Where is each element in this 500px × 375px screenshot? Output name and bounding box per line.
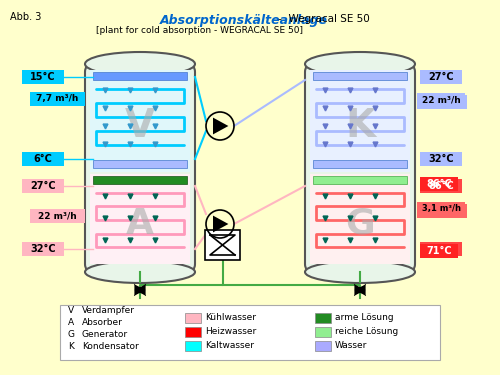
FancyBboxPatch shape [93, 160, 187, 168]
Text: Heizwasser: Heizwasser [205, 327, 256, 336]
FancyBboxPatch shape [185, 313, 201, 323]
Text: [plant for cold absorption - WEGRACAL SE 50]: [plant for cold absorption - WEGRACAL SE… [96, 26, 304, 35]
Text: V: V [125, 107, 155, 145]
Text: K: K [68, 342, 74, 351]
Text: Kühlwasser: Kühlwasser [205, 314, 256, 322]
Text: 86°C: 86°C [428, 181, 454, 191]
FancyBboxPatch shape [420, 242, 462, 256]
Text: 32°C: 32°C [428, 154, 454, 164]
Ellipse shape [85, 261, 195, 283]
Text: V: V [68, 306, 74, 315]
Text: 71°C: 71°C [428, 244, 454, 254]
FancyBboxPatch shape [30, 92, 85, 106]
FancyBboxPatch shape [22, 70, 64, 84]
FancyBboxPatch shape [22, 179, 64, 193]
FancyBboxPatch shape [185, 341, 201, 351]
Polygon shape [134, 284, 145, 296]
Text: 3,1 m³/h: 3,1 m³/h [422, 204, 461, 213]
FancyBboxPatch shape [22, 152, 64, 166]
FancyBboxPatch shape [185, 327, 201, 337]
Text: G: G [345, 207, 375, 241]
Text: 86°C: 86°C [428, 181, 454, 191]
Text: K: K [345, 107, 375, 145]
FancyBboxPatch shape [417, 93, 465, 107]
FancyBboxPatch shape [315, 341, 331, 351]
FancyBboxPatch shape [417, 204, 467, 218]
Text: Wasser: Wasser [335, 342, 368, 351]
FancyBboxPatch shape [310, 174, 410, 264]
FancyBboxPatch shape [420, 152, 462, 166]
Polygon shape [213, 216, 228, 232]
FancyBboxPatch shape [417, 95, 467, 109]
Polygon shape [213, 118, 228, 134]
FancyBboxPatch shape [420, 244, 458, 258]
Text: 22 m³/h: 22 m³/h [422, 98, 462, 106]
FancyBboxPatch shape [313, 160, 407, 168]
Polygon shape [354, 284, 366, 296]
Text: 27°C: 27°C [30, 181, 56, 191]
Text: Abb. 3: Abb. 3 [10, 12, 42, 22]
FancyBboxPatch shape [93, 176, 187, 184]
Text: 27°C: 27°C [428, 72, 454, 82]
Text: Generator: Generator [82, 330, 128, 339]
Ellipse shape [85, 52, 195, 76]
Text: 6°C: 6°C [34, 154, 52, 164]
Text: G: G [68, 330, 75, 339]
FancyBboxPatch shape [30, 209, 85, 223]
FancyBboxPatch shape [420, 177, 458, 191]
FancyBboxPatch shape [310, 70, 410, 172]
Text: reiche Lösung: reiche Lösung [335, 327, 398, 336]
Polygon shape [354, 284, 366, 296]
FancyBboxPatch shape [417, 202, 465, 216]
Text: arme Lösung: arme Lösung [335, 314, 394, 322]
Text: 7,7 m³/h: 7,7 m³/h [36, 94, 78, 104]
FancyBboxPatch shape [305, 64, 415, 272]
Ellipse shape [305, 52, 415, 76]
FancyBboxPatch shape [90, 174, 190, 264]
FancyBboxPatch shape [85, 64, 195, 272]
Text: 32°C: 32°C [30, 244, 56, 254]
Text: 3,1 m³/h: 3,1 m³/h [422, 207, 462, 216]
Ellipse shape [305, 261, 415, 283]
Text: A: A [126, 207, 154, 241]
Text: Absorptionskälteanlage: Absorptionskälteanlage [160, 14, 328, 27]
Text: Kaltwasser: Kaltwasser [205, 342, 254, 351]
Polygon shape [134, 284, 145, 296]
Text: Absorber: Absorber [82, 318, 123, 327]
Text: 71°C: 71°C [426, 246, 452, 256]
FancyBboxPatch shape [22, 242, 64, 256]
Text: 22 m³/h: 22 m³/h [38, 211, 77, 220]
Text: Kondensator: Kondensator [82, 342, 139, 351]
FancyBboxPatch shape [60, 305, 440, 360]
FancyBboxPatch shape [315, 327, 331, 337]
FancyBboxPatch shape [420, 70, 462, 84]
FancyBboxPatch shape [315, 313, 331, 323]
FancyBboxPatch shape [90, 70, 190, 172]
FancyBboxPatch shape [313, 176, 407, 184]
Text: 86°C: 86°C [426, 179, 452, 189]
Text: A: A [68, 318, 74, 327]
FancyBboxPatch shape [93, 72, 187, 80]
FancyBboxPatch shape [420, 179, 462, 193]
Text: 15°C: 15°C [30, 72, 56, 82]
Text: -  Wegracal SE 50: - Wegracal SE 50 [275, 14, 370, 24]
FancyBboxPatch shape [205, 230, 240, 260]
FancyBboxPatch shape [313, 72, 407, 80]
Text: 22 m³/h: 22 m³/h [422, 96, 461, 105]
Text: Verdampfer: Verdampfer [82, 306, 135, 315]
